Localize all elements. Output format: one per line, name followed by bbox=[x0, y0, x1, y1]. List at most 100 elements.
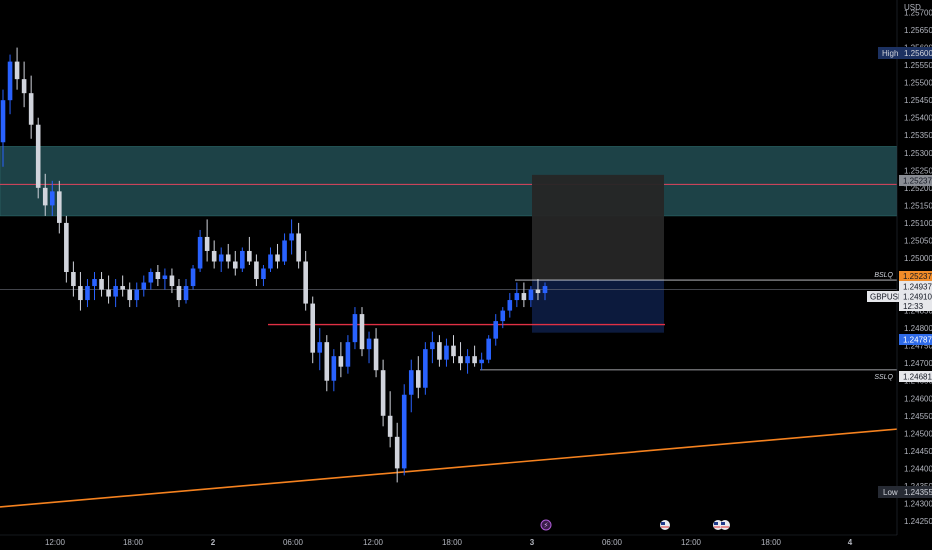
y-tick-label: 1.25050 bbox=[904, 236, 932, 245]
candle bbox=[479, 352, 484, 371]
bslq-label: BSLQ bbox=[874, 272, 893, 279]
symbol-tag-right bbox=[899, 291, 932, 311]
time-axis[interactable]: 12:00 18:00 2 06:00 12:00 18:00 3 06:00 12:00 18:… bbox=[0, 534, 897, 547]
candle bbox=[507, 293, 513, 318]
candle bbox=[204, 219, 210, 262]
candle bbox=[359, 307, 365, 357]
candle-body bbox=[7, 61, 13, 101]
event-icon-us-flag-3[interactable] bbox=[720, 520, 730, 530]
candle-body bbox=[507, 300, 513, 311]
price-axis[interactable]: USD 1.25700 1.25650 1.25600 1.25550 1.25500 1… bbox=[896, 0, 932, 535]
bslq-top-tag: 1.25237 bbox=[899, 271, 932, 281]
candle bbox=[514, 282, 520, 308]
low-tag-value: 1.24355 bbox=[904, 488, 932, 497]
candle-body bbox=[345, 342, 351, 367]
candle bbox=[28, 75, 34, 139]
candle-body bbox=[514, 293, 520, 301]
bslq-tag-value: 1.24937 bbox=[903, 283, 932, 292]
candle-body bbox=[366, 338, 372, 350]
candle-body bbox=[493, 321, 499, 339]
x-tick-label: 18:00 bbox=[761, 538, 782, 547]
candle bbox=[78, 272, 83, 311]
candle-body bbox=[486, 338, 491, 360]
x-tick-label: 18:00 bbox=[123, 538, 144, 547]
y-tick-label: 1.25200 bbox=[904, 184, 932, 193]
candle-body bbox=[127, 289, 133, 301]
candle-body bbox=[28, 93, 34, 125]
candle-body bbox=[35, 124, 41, 188]
candle-body bbox=[64, 222, 69, 273]
candle bbox=[352, 307, 358, 350]
candle bbox=[451, 335, 456, 364]
supply-zone-rect[interactable] bbox=[0, 146, 898, 217]
position-target-box[interactable] bbox=[532, 280, 664, 333]
candle bbox=[282, 233, 287, 265]
candle bbox=[486, 335, 491, 364]
candle bbox=[21, 61, 27, 108]
candle-body bbox=[535, 289, 541, 294]
candle-body bbox=[106, 289, 111, 297]
candle bbox=[303, 250, 308, 311]
candle bbox=[535, 279, 541, 301]
candle-body bbox=[141, 282, 147, 290]
high-tag: High 1.25600 bbox=[878, 47, 932, 59]
price-axis-background bbox=[897, 0, 932, 535]
x-tick-label: 3 bbox=[530, 538, 535, 547]
candle-body bbox=[57, 191, 62, 223]
candle bbox=[289, 219, 294, 255]
candle bbox=[401, 384, 407, 476]
candle-body bbox=[99, 279, 104, 290]
candle bbox=[423, 342, 428, 395]
candle bbox=[92, 272, 97, 301]
x-tick-label: 06:00 bbox=[602, 538, 623, 547]
candle-body bbox=[437, 342, 442, 360]
sslq-tag-bg bbox=[899, 371, 932, 382]
candle-body bbox=[85, 286, 90, 301]
target-tag-value: 1.24787 bbox=[903, 336, 932, 345]
trend-line[interactable] bbox=[0, 428, 898, 508]
candle-body bbox=[49, 191, 55, 206]
symbol-tag-left bbox=[867, 291, 899, 302]
candle-body bbox=[296, 233, 301, 262]
candle bbox=[64, 215, 69, 283]
candle-body bbox=[359, 314, 365, 350]
candle bbox=[134, 282, 140, 308]
candle-body bbox=[232, 261, 238, 269]
candle-body bbox=[14, 61, 20, 80]
bslq-top-tag-value: 1.25237 bbox=[903, 272, 932, 281]
bslq-tag-bg bbox=[899, 281, 932, 292]
event-icon-us-flag[interactable] bbox=[660, 520, 670, 530]
y-tick-label: 1.25650 bbox=[904, 26, 932, 35]
candle-body bbox=[218, 254, 224, 262]
candle bbox=[310, 296, 316, 364]
candle bbox=[240, 247, 245, 273]
candle bbox=[35, 117, 41, 199]
high-tag-left bbox=[878, 47, 900, 59]
candle-body bbox=[380, 370, 386, 416]
candle bbox=[169, 268, 175, 294]
sslq-label: SSLQ bbox=[874, 374, 893, 381]
candle-body bbox=[458, 356, 463, 364]
symbol-tag: GBPUSD 1.24910 12:33 bbox=[867, 291, 932, 311]
candle bbox=[247, 236, 252, 265]
y-tick-label: 1.25400 bbox=[904, 114, 932, 123]
candle-body bbox=[451, 345, 456, 357]
candle bbox=[493, 314, 499, 346]
x-tick-label: 12:00 bbox=[363, 538, 384, 547]
zone-line-tag-bg bbox=[899, 175, 932, 186]
candle-body bbox=[225, 254, 231, 262]
position-stop-box[interactable] bbox=[532, 174, 664, 281]
y-tick-label: 1.24250 bbox=[904, 517, 932, 526]
candle-body bbox=[197, 236, 203, 269]
candle-body bbox=[521, 293, 527, 301]
event-icon-energy[interactable]: ⚡ bbox=[540, 519, 552, 531]
candle bbox=[120, 275, 125, 297]
candle bbox=[141, 275, 147, 297]
candle bbox=[113, 279, 118, 308]
candle bbox=[275, 243, 280, 269]
y-tick-label: 1.24700 bbox=[904, 359, 932, 368]
candle-body bbox=[338, 356, 344, 367]
candle-body bbox=[169, 275, 175, 287]
